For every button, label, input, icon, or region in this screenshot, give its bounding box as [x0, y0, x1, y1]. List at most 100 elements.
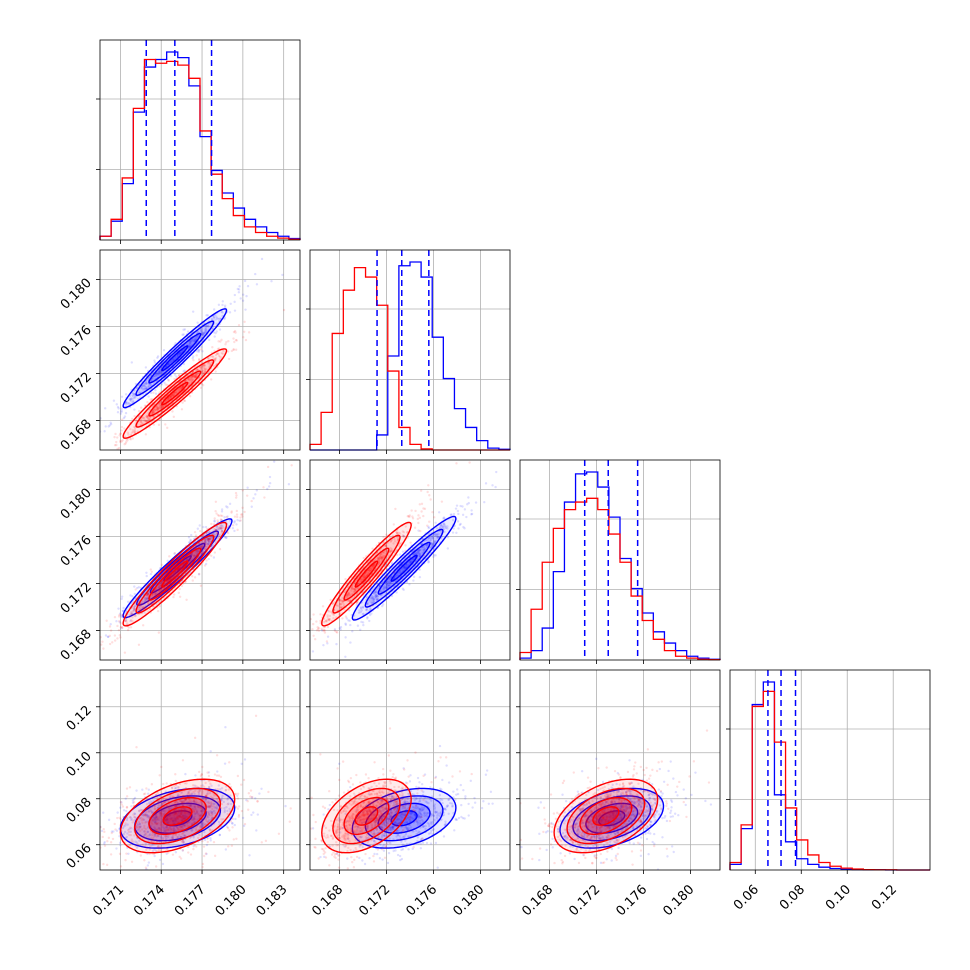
- scatter-point: [119, 412, 123, 415]
- scatter-point: [133, 425, 136, 429]
- scatter-point: [190, 339, 194, 342]
- scatter-point: [237, 323, 241, 327]
- contour-line: [377, 541, 431, 595]
- scatter-point: [230, 349, 234, 353]
- scatter-point: [153, 820, 157, 824]
- scatter-point: [348, 594, 351, 597]
- scatter-point: [348, 593, 351, 596]
- scatter-point: [90, 842, 92, 844]
- contour-line: [148, 370, 202, 417]
- scatter-point: [208, 531, 212, 534]
- scatter-point: [131, 799, 135, 802]
- scatter-point: [217, 303, 221, 307]
- scatter-point: [189, 556, 192, 559]
- scatter-point: [235, 339, 238, 342]
- scatter-point: [362, 575, 365, 578]
- scatter-point: [196, 336, 199, 339]
- scatter-point: [201, 369, 204, 373]
- scatter-point: [116, 624, 119, 628]
- scatter-point: [378, 557, 381, 560]
- scatter-point: [232, 348, 235, 352]
- scatter-point: [198, 545, 202, 548]
- scatter-point: [119, 440, 122, 444]
- scatter-point: [94, 655, 96, 657]
- scatter-point: [130, 610, 133, 614]
- scatter-point: [451, 518, 455, 522]
- scatter-point: [188, 836, 192, 840]
- scatter-point: [338, 627, 341, 630]
- scatter-point: [160, 580, 164, 583]
- scatter-point: [328, 617, 331, 621]
- scatter-point: [193, 821, 196, 824]
- scatter-point: [187, 555, 190, 558]
- panel-grid: [100, 40, 300, 240]
- scatter-point: [216, 519, 219, 522]
- scatter-point: [210, 811, 213, 815]
- scatter-point: [145, 382, 148, 385]
- scatter-point: [197, 812, 200, 816]
- scatter-point: [223, 762, 227, 765]
- scatter-point: [215, 512, 218, 515]
- scatter-point: [153, 820, 156, 823]
- scatter-point: [223, 304, 227, 307]
- scatter-point: [169, 826, 172, 830]
- scatter-point: [208, 537, 211, 541]
- scatter-point: [214, 331, 217, 335]
- scatter-point: [159, 812, 162, 816]
- scatter-point: [399, 532, 402, 535]
- scatter-point: [120, 418, 124, 421]
- scatter-point: [362, 623, 365, 627]
- scatter-point: [388, 577, 392, 581]
- scatter-point: [200, 809, 204, 813]
- scatter-point: [290, 464, 293, 467]
- scatter-point: [158, 587, 161, 591]
- scatter-point: [143, 384, 146, 388]
- scatter-point: [194, 374, 197, 378]
- scatter-point: [148, 833, 152, 836]
- scatter-point: [204, 538, 208, 541]
- scatter-point: [389, 576, 392, 579]
- scatter-point: [152, 391, 155, 394]
- scatter-point: [196, 818, 199, 821]
- scatter-point: [100, 635, 102, 639]
- scatter-point: [177, 374, 181, 377]
- scatter-point: [210, 378, 213, 381]
- scatter-point: [196, 550, 199, 553]
- scatter-point: [127, 626, 131, 629]
- scatter-point: [208, 785, 211, 789]
- scatter-point: [202, 366, 206, 370]
- scatter-point: [428, 494, 431, 497]
- scatter-point: [167, 821, 170, 824]
- scatter-point: [207, 537, 210, 540]
- panel-grid: [310, 460, 510, 660]
- scatter-point: [142, 384, 146, 387]
- scatter-point: [220, 527, 223, 531]
- scatter-point: [218, 547, 222, 551]
- scatter-point: [134, 614, 137, 617]
- scatter-point: [213, 551, 217, 554]
- scatter-point: [389, 550, 392, 554]
- scatter-point: [179, 835, 182, 839]
- scatter-point: [431, 510, 434, 514]
- scatter-point: [184, 815, 187, 818]
- scatter-point: [192, 358, 195, 362]
- scatter-point: [193, 576, 197, 579]
- scatter-point: [184, 807, 187, 811]
- scatter-point: [196, 330, 200, 334]
- scatter-point: [115, 403, 118, 406]
- scatter-point: [153, 593, 156, 596]
- scatter-point: [435, 532, 439, 536]
- scatter-point: [73, 678, 75, 680]
- scatter-point: [189, 804, 193, 808]
- scatter-point: [121, 614, 124, 617]
- scatter-point: [340, 602, 343, 606]
- scatter-point: [208, 537, 211, 541]
- scatter-point: [187, 345, 191, 349]
- scatter-point: [138, 809, 141, 813]
- scatter-point: [429, 498, 432, 501]
- scatter-point: [384, 544, 387, 548]
- scatter-point: [207, 771, 211, 774]
- scatter-point: [151, 412, 154, 415]
- scatter-point: [200, 545, 203, 548]
- scatter-point: [180, 819, 183, 822]
